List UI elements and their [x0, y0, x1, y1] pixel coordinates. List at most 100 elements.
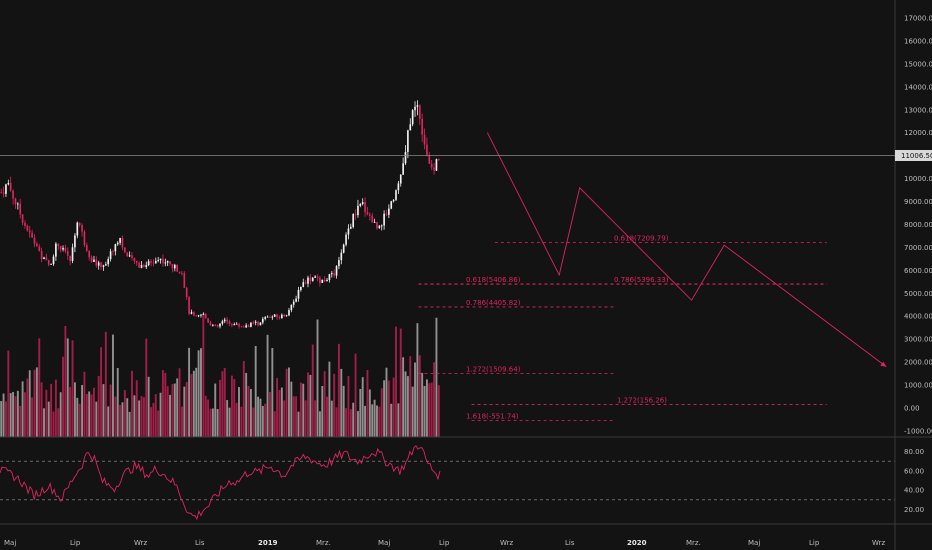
- volume-bar: [152, 402, 155, 437]
- candle-body: [43, 257, 45, 260]
- time-axis-label: 2019: [258, 539, 278, 547]
- volume-bar: [395, 326, 397, 437]
- fib-level-label: 0.786(4405.82): [466, 299, 521, 307]
- candle-body: [173, 264, 176, 269]
- candle-body: [207, 318, 209, 323]
- time-axis-label: Lip: [70, 539, 81, 547]
- candle-body: [97, 262, 100, 266]
- volume-bar: [16, 390, 19, 437]
- volume-bar: [390, 403, 393, 437]
- candle-body: [78, 222, 81, 225]
- volume-bar: [233, 379, 236, 437]
- candle-body: [12, 190, 14, 199]
- candle-body: [152, 262, 155, 264]
- volume-bar: [326, 396, 328, 437]
- candle-body: [14, 198, 17, 205]
- volume-bar: [404, 371, 407, 437]
- candle-body: [402, 163, 404, 175]
- volume-bar: [126, 398, 129, 437]
- volume-bar: [223, 367, 226, 437]
- volume-bar: [164, 372, 167, 437]
- candle-body: [226, 319, 228, 322]
- volume-bar: [47, 401, 50, 437]
- price-tick-label: 14000.00: [904, 83, 932, 91]
- candle-body: [171, 263, 174, 269]
- projection-arrowhead: [880, 361, 887, 367]
- candle-body: [66, 251, 69, 256]
- volume-bar: [131, 370, 133, 437]
- volume-bar: [204, 395, 207, 437]
- oscillator-tick-label: 60.00: [904, 467, 924, 475]
- candle-body: [131, 255, 133, 258]
- volume-bar: [230, 375, 233, 437]
- price-tick-label: 15000.00: [904, 60, 932, 68]
- candle-body: [19, 203, 22, 215]
- candle-body: [109, 251, 112, 260]
- candle-layer: [0, 100, 440, 329]
- candle-body: [297, 290, 300, 299]
- time-axis-label: Lis: [565, 539, 575, 547]
- volume-bar: [197, 350, 200, 437]
- volume-bar: [321, 386, 324, 437]
- volume-bar: [140, 396, 143, 437]
- candle-body: [309, 277, 312, 281]
- candle-body: [105, 264, 107, 266]
- candle-body: [378, 225, 381, 229]
- candle-body: [345, 234, 347, 245]
- candle-body: [85, 245, 88, 251]
- volume-bar: [73, 382, 76, 437]
- volume-bar: [183, 386, 186, 437]
- candle-body: [349, 226, 352, 229]
- candle-body: [95, 259, 98, 266]
- volume-bar: [399, 328, 402, 437]
- fib-layer: 0.618(7209.79) 0.618(5406.86) 0.786(5396.3…: [418, 235, 827, 422]
- time-axis-label: Wrz: [500, 539, 513, 547]
- volume-bar: [97, 375, 100, 437]
- oscillator-tick-label: 80.00: [904, 448, 924, 456]
- volume-bar: [333, 373, 336, 437]
- volume-bar: [119, 404, 122, 437]
- candle-body: [392, 199, 395, 202]
- volume-bar: [271, 347, 274, 437]
- candle-body: [90, 257, 93, 262]
- volume-bar: [62, 356, 64, 437]
- candle-body: [281, 314, 283, 319]
- candle-body: [295, 298, 297, 302]
- candle-body: [17, 203, 19, 205]
- volume-bar: [145, 338, 148, 437]
- volume-bar: [337, 343, 340, 437]
- volume-bar: [14, 396, 17, 437]
- candle-body: [250, 322, 252, 327]
- candle-body: [259, 322, 262, 326]
- volume-bar: [345, 408, 348, 437]
- candle-body: [416, 105, 419, 107]
- candle-body: [33, 237, 36, 244]
- volume-bar: [425, 379, 428, 437]
- fib-level-label: 1.272(156.26): [617, 396, 667, 404]
- candle-body: [373, 222, 376, 223]
- volume-bar: [178, 368, 181, 437]
- candle-body: [435, 159, 438, 171]
- volume-bar: [159, 392, 162, 437]
- price-tick-label: 1000.00: [904, 382, 932, 390]
- candle-body: [162, 258, 164, 264]
- candle-body: [159, 258, 162, 261]
- volume-bar: [392, 377, 395, 437]
- volume-bar: [116, 368, 119, 437]
- fib-level-label: 0.618(5406.86): [466, 276, 521, 284]
- candle-body: [181, 273, 183, 274]
- volume-bar: [226, 400, 229, 437]
- volume-bar: [142, 397, 145, 437]
- candle-body: [352, 214, 355, 227]
- candle-body: [59, 245, 62, 250]
- candle-body: [290, 304, 293, 311]
- candle-body: [138, 262, 140, 268]
- candle-body: [292, 301, 295, 305]
- volume-layer: [0, 313, 440, 437]
- candle-body: [52, 256, 55, 265]
- volume-bar: [361, 377, 364, 437]
- candle-body: [135, 261, 138, 263]
- volume-bar: [52, 411, 55, 437]
